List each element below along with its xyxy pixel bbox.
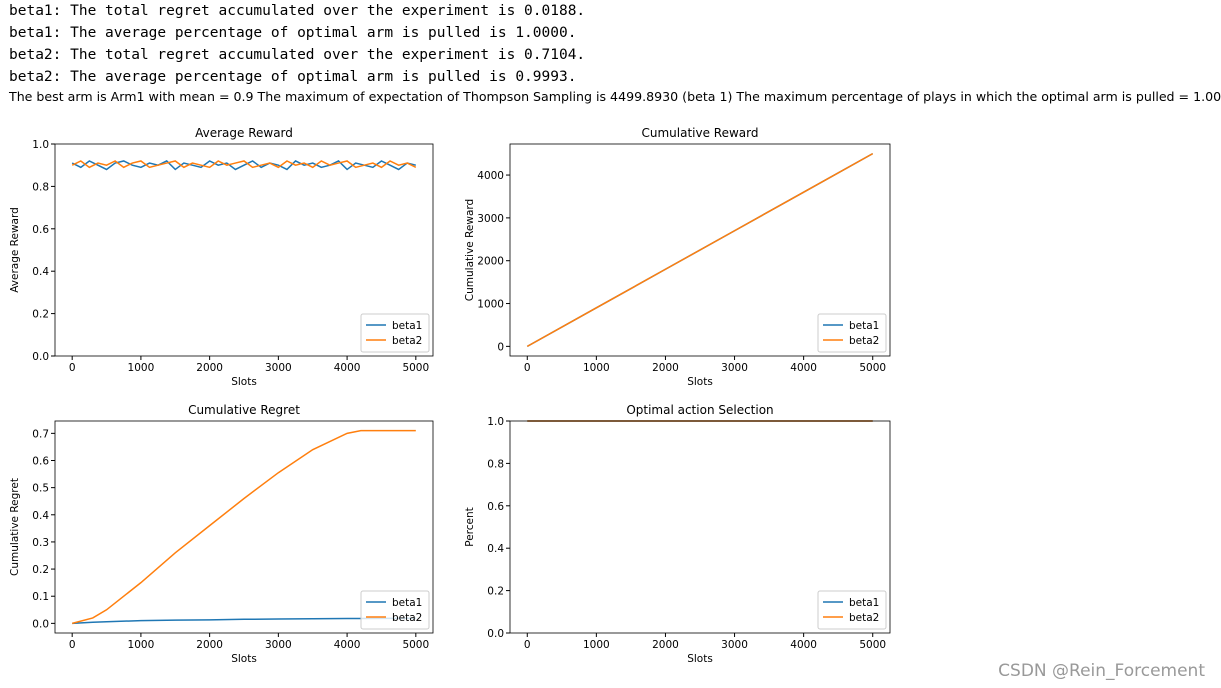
legend-label: beta1 <box>392 597 422 609</box>
y-axis-label: Percent <box>464 507 476 547</box>
y-tick-label: 4000 <box>477 170 504 182</box>
y-tick-label: 3000 <box>477 213 504 225</box>
legend-box <box>360 590 430 630</box>
y-tick-label: 0.4 <box>487 543 504 555</box>
y-tick-label: 0.2 <box>32 309 49 321</box>
watermark: CSDN @Rein_Forcement <box>998 661 1205 681</box>
y-tick-label: 0.4 <box>32 266 49 278</box>
chart-title: Cumulative Regret <box>188 403 300 417</box>
y-tick-label: 0.1 <box>32 591 49 603</box>
y-tick-label: 0.5 <box>32 483 49 495</box>
series-line <box>526 152 874 348</box>
y-tick-label: 0.0 <box>32 618 49 630</box>
y-tick-label: 0.7 <box>32 428 49 440</box>
axes-frame <box>54 420 434 634</box>
x-tick-label: 1000 <box>583 639 610 651</box>
x-tick-label: 3000 <box>265 362 292 374</box>
x-tick-label: 0 <box>69 639 76 651</box>
x-tick-label: 5000 <box>859 362 886 374</box>
legend-label: beta2 <box>392 335 422 347</box>
y-tick-label: 1.0 <box>32 139 49 151</box>
y-tick-label: 0.8 <box>487 458 504 470</box>
legend-label: beta2 <box>392 612 422 624</box>
legend-label: beta2 <box>849 335 879 347</box>
y-axis-label: Average Reward <box>9 207 21 293</box>
axes-frame <box>509 143 891 357</box>
output-line: beta1: The total regret accumulated over… <box>9 3 586 19</box>
y-axis-label: Cumulative Regret <box>9 478 21 576</box>
x-tick-label: 4000 <box>790 639 817 651</box>
x-tick-label: 0 <box>524 362 531 374</box>
x-tick-label: 1000 <box>128 362 155 374</box>
chart-title: Cumulative Reward <box>642 126 759 140</box>
axes-frame <box>509 420 891 634</box>
output-line: beta2: The total regret accumulated over… <box>9 47 586 63</box>
x-tick-label: 2000 <box>652 362 679 374</box>
x-tick-label: 3000 <box>721 639 748 651</box>
x-tick-label: 4000 <box>334 639 361 651</box>
y-tick-label: 0.2 <box>487 586 504 598</box>
x-tick-label: 2000 <box>652 639 679 651</box>
chart-title: Optimal action Selection <box>626 403 773 417</box>
legend-box <box>360 313 430 353</box>
legend-label: beta1 <box>392 320 422 332</box>
y-tick-label: 0.0 <box>32 351 49 363</box>
series-line <box>71 160 417 169</box>
x-tick-label: 4000 <box>790 362 817 374</box>
x-tick-label: 1000 <box>128 639 155 651</box>
y-tick-label: 0.0 <box>487 628 504 640</box>
y-tick-label: 0.8 <box>32 181 49 193</box>
y-tick-label: 0.4 <box>32 510 49 522</box>
legend-box <box>817 313 887 353</box>
x-tick-label: 4000 <box>334 362 361 374</box>
legend-label: beta1 <box>849 320 879 332</box>
y-tick-label: 0.6 <box>487 501 504 513</box>
series-line <box>71 429 416 625</box>
chart-title: Average Reward <box>195 126 293 140</box>
y-tick-label: 1.0 <box>487 416 504 428</box>
legend-box <box>817 590 887 630</box>
y-tick-label: 0.3 <box>32 537 49 549</box>
legend-label: beta1 <box>849 597 879 609</box>
y-tick-label: 0.2 <box>32 564 49 576</box>
x-axis-label: Slots <box>231 653 257 665</box>
series-line <box>72 617 416 625</box>
x-tick-label: 0 <box>524 639 531 651</box>
y-tick-label: 0.6 <box>32 224 49 236</box>
x-tick-label: 5000 <box>402 639 429 651</box>
y-tick-label: 0 <box>497 341 504 353</box>
x-axis-label: Slots <box>687 653 713 665</box>
x-tick-label: 3000 <box>265 639 292 651</box>
x-tick-label: 2000 <box>196 639 223 651</box>
x-tick-label: 2000 <box>196 362 223 374</box>
output-line: beta2: The average percentage of optimal… <box>9 69 577 85</box>
x-tick-label: 1000 <box>583 362 610 374</box>
x-tick-label: 5000 <box>859 639 886 651</box>
y-tick-label: 1000 <box>477 299 504 311</box>
axes-frame <box>54 143 434 357</box>
y-tick-label: 0.6 <box>32 455 49 467</box>
y-tick-label: 2000 <box>477 256 504 268</box>
x-axis-label: Slots <box>231 376 257 388</box>
summary-line: The best arm is Arm1 with mean = 0.9 The… <box>9 89 1221 104</box>
output-line: beta1: The average percentage of optimal… <box>9 25 577 41</box>
legend-label: beta2 <box>849 612 879 624</box>
x-tick-label: 0 <box>69 362 76 374</box>
x-tick-label: 3000 <box>721 362 748 374</box>
y-axis-label: Cumulative Reward <box>464 199 476 301</box>
x-axis-label: Slots <box>687 376 713 388</box>
x-tick-label: 5000 <box>402 362 429 374</box>
